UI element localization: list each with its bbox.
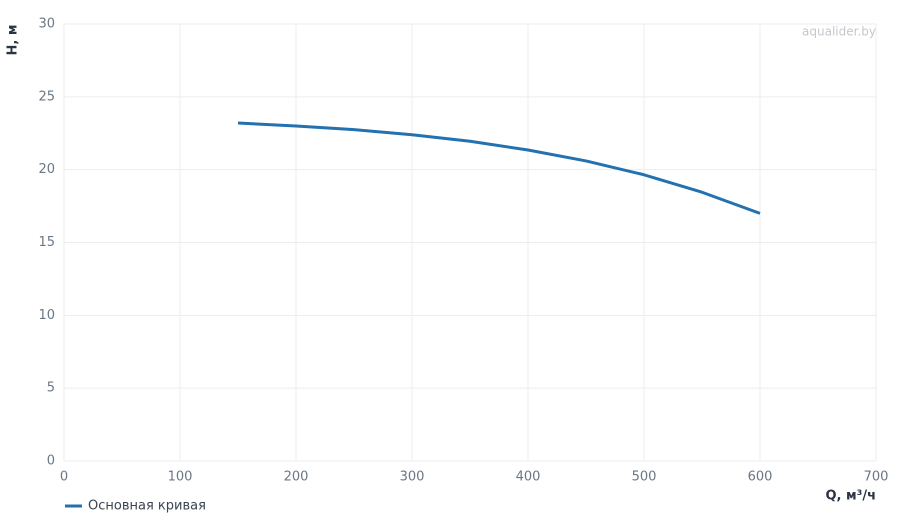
watermark: aqualider.by xyxy=(802,25,876,39)
y-tick-label: 30 xyxy=(38,17,55,32)
x-tick-label: 300 xyxy=(400,470,425,485)
y-tick-label: 20 xyxy=(38,162,55,177)
x-tick-label: 100 xyxy=(168,470,193,485)
line xyxy=(237,121,761,215)
x-tick-label: 600 xyxy=(748,470,773,485)
x-tick-label: 0 xyxy=(60,470,68,485)
x-tick-label: 700 xyxy=(864,470,889,485)
y-tick-label: 15 xyxy=(38,235,55,250)
y-tick-label: 10 xyxy=(38,308,55,323)
legend-label: Основная кривая xyxy=(88,499,206,514)
x-tick-label: 400 xyxy=(516,470,541,485)
y-tick-label: 5 xyxy=(47,381,55,396)
y-tick-label: 25 xyxy=(38,89,55,104)
y-axis-title: H, м xyxy=(6,25,21,56)
x-tick-label: 500 xyxy=(632,470,657,485)
x-axis-title: Q, м³/ч xyxy=(825,489,876,504)
x-tick-label: 200 xyxy=(284,470,309,485)
y-tick-label: 0 xyxy=(47,454,55,469)
